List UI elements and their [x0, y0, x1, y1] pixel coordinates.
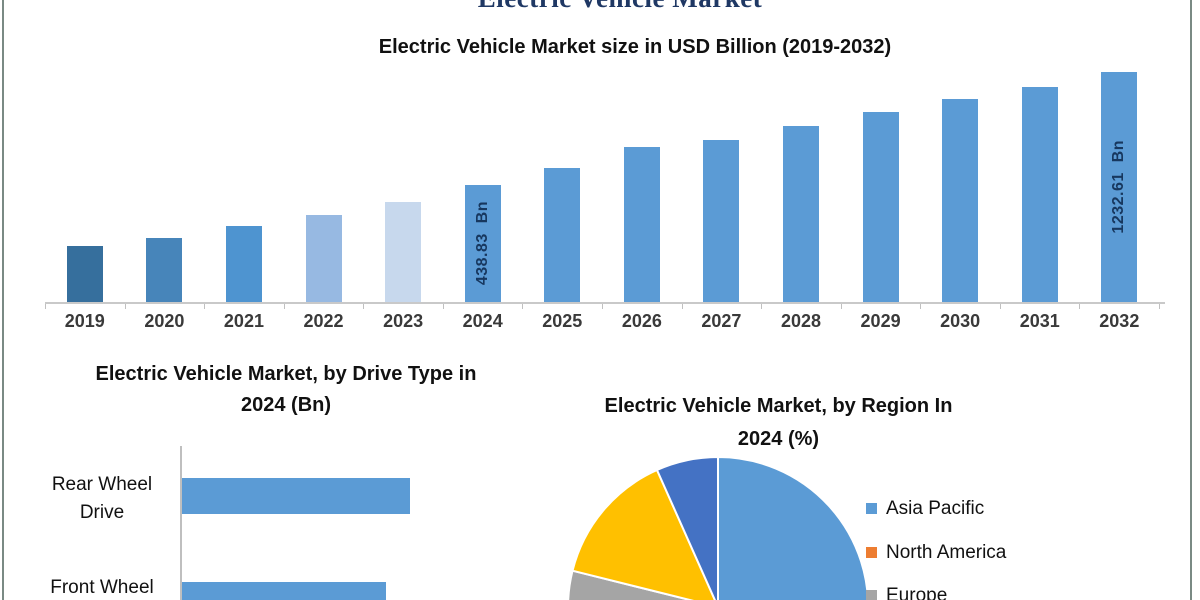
x-tick-label-2021: 2021	[223, 311, 264, 331]
drive-type-chart-title-line1: Electric Vehicle Market, by Drive Type i…	[95, 363, 477, 385]
bar-slot-2031	[1000, 70, 1080, 302]
label-line: Rear Wheel	[51, 474, 153, 495]
market-size-x-axis-labels: 2019 2020 2021 2022 2023 2024 2025 2026 2027 2028…	[45, 311, 1159, 332]
page-title: Electric Vehicle Market	[0, 0, 1200, 14]
bar-2028	[782, 126, 819, 302]
x-tick-label-2022: 2022	[303, 311, 344, 331]
market-size-x-axis	[45, 302, 1165, 309]
axis-tick	[45, 304, 46, 309]
axis-tick	[204, 304, 205, 309]
legend-item-asia-pacific: Asia Pacific	[866, 498, 984, 520]
bar-2032: 1232.61 Bn	[1101, 72, 1138, 302]
x-tick-label-2026: 2026	[621, 311, 662, 331]
bar-2022	[305, 215, 342, 302]
x-tick-label-2023: 2023	[383, 311, 424, 331]
axis-tick	[443, 304, 444, 309]
legend-item-north-america: North America	[866, 542, 1006, 564]
drive-bar-front-wheel	[182, 582, 386, 600]
x-tick-label-2028: 2028	[780, 311, 822, 331]
pie-slice-FFC000	[571, 469, 716, 600]
legend-swatch-asia-pacific	[866, 503, 877, 514]
bar-value-label-2024: 438.83 Bn	[473, 201, 491, 286]
bar-slot-2027	[682, 70, 762, 302]
x-tick-label-2024: 2024	[462, 311, 503, 331]
region-pie-title-line2: 2024 (%)	[737, 428, 820, 450]
drive-category-label-front-wheel: Front Wheel	[36, 574, 168, 600]
axis-tick	[522, 304, 523, 309]
bar-slot-2021	[204, 70, 284, 302]
bar-2030	[942, 99, 979, 302]
axis-tick	[1000, 304, 1001, 309]
axis-tick	[363, 304, 364, 309]
x-tick-label-2029: 2029	[860, 311, 901, 331]
bar-slot-2025	[522, 70, 602, 302]
axis-tick	[602, 304, 603, 309]
legend-item-europe: Europe	[866, 585, 947, 600]
bar-2020	[146, 238, 183, 302]
bar-2026	[623, 147, 660, 302]
drive-bar-rear-wheel-drive	[182, 478, 410, 514]
legend-label-europe: Europe	[886, 585, 948, 600]
right-border	[1190, 0, 1192, 600]
bar-slot-2026	[602, 70, 682, 302]
bar-slot-2022	[284, 70, 364, 302]
bar-2025	[544, 168, 581, 302]
bar-2029	[862, 112, 899, 302]
x-tick-label-2025: 2025	[542, 311, 583, 331]
bar-slot-2028	[761, 70, 841, 302]
drive-category-label-rear-wheel-drive: Rear Wheel Drive	[36, 471, 168, 527]
x-tick-label-2032: 2032	[1099, 311, 1140, 331]
axis-tick	[920, 304, 921, 309]
legend-label-asia-pacific: Asia Pacific	[886, 498, 985, 519]
pie-slice-asia-pacific	[717, 456, 869, 600]
bar-2027	[703, 140, 740, 302]
left-border	[2, 0, 4, 600]
drive-type-chart-title-line2: 2024 (Bn)	[240, 394, 332, 416]
bar-slot-2023	[363, 70, 443, 302]
axis-tick	[682, 304, 683, 309]
bar-value-label-2032: 1232.61 Bn	[1110, 140, 1128, 234]
bar-2024: 438.83 Bn	[464, 185, 501, 302]
market-size-chart-title: Electric Vehicle Market size in USD Bill…	[378, 36, 892, 58]
bar-slot-2032: 1232.61 Bn	[1080, 70, 1160, 302]
drive-type-y-axis	[180, 446, 182, 600]
axis-tick	[841, 304, 842, 309]
bar-2021	[225, 226, 262, 302]
bar-slot-2030	[920, 70, 1000, 302]
axis-tick	[1159, 304, 1160, 309]
label-line: Drive	[79, 502, 125, 523]
legend-swatch-europe	[866, 590, 877, 600]
bar-2019	[66, 246, 103, 302]
x-tick-label-2020: 2020	[144, 311, 185, 331]
legend-swatch-north-america	[866, 547, 877, 558]
x-tick-label-2019: 2019	[64, 311, 105, 331]
x-tick-label-2027: 2027	[701, 311, 742, 331]
bar-slot-2020	[125, 70, 205, 302]
axis-tick	[1079, 304, 1080, 309]
region-pie-chart	[567, 456, 869, 600]
legend-label-north-america: North America	[886, 542, 1007, 563]
bar-2023	[385, 202, 422, 302]
axis-tick	[125, 304, 126, 309]
label-line: Front Wheel	[50, 577, 154, 598]
x-tick-label-2030: 2030	[940, 311, 981, 331]
bar-slot-2024: 438.83 Bn	[443, 70, 523, 302]
bar-slot-2029	[841, 70, 921, 302]
bar-slot-2019	[45, 70, 125, 302]
axis-tick	[284, 304, 285, 309]
bar-2031	[1021, 87, 1058, 302]
x-tick-label-2031: 2031	[1019, 311, 1060, 331]
region-pie-title-line1: Electric Vehicle Market, by Region In	[604, 395, 953, 417]
axis-tick	[761, 304, 762, 309]
pie-slice-4472C4	[656, 456, 719, 600]
market-size-bar-chart: 438.83 Bn 1232.61 Bn	[45, 70, 1159, 302]
